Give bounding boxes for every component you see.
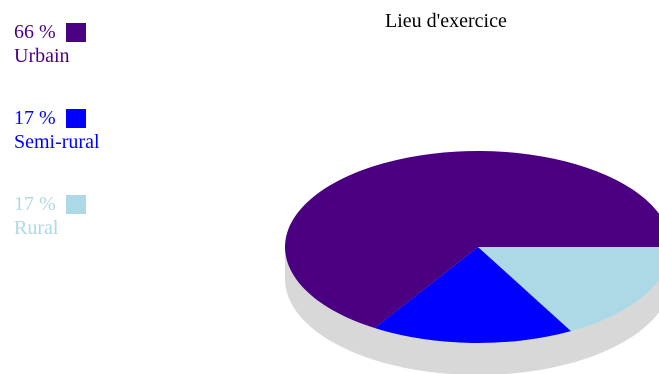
legend-label: Semi-rural [14,131,100,153]
pie-slice-semi-rural [374,247,571,343]
legend-label: Rural [14,217,59,239]
chart-title: Lieu d'exercice [385,10,507,32]
legend-label: Urbain [14,45,70,67]
pie-side [285,247,659,374]
legend-item-urbain: 66 % Urbain [14,20,100,106]
legend-percent: 17 % [14,107,56,129]
legend-item-semi-rural: 17 % Semi-rural [14,106,100,192]
legend-item-rural: 17 % Rural [14,192,100,278]
pie-slice-rural [478,247,659,332]
legend: 66 % Urbain 17 % Semi-rural 17 % Rural [14,20,100,278]
legend-percent: 66 % [14,21,56,43]
legend-swatch [65,194,86,214]
legend-swatch [65,108,86,128]
legend-swatch [65,22,86,42]
legend-percent: 17 % [14,193,56,215]
pie-slice-urbain [285,151,659,329]
